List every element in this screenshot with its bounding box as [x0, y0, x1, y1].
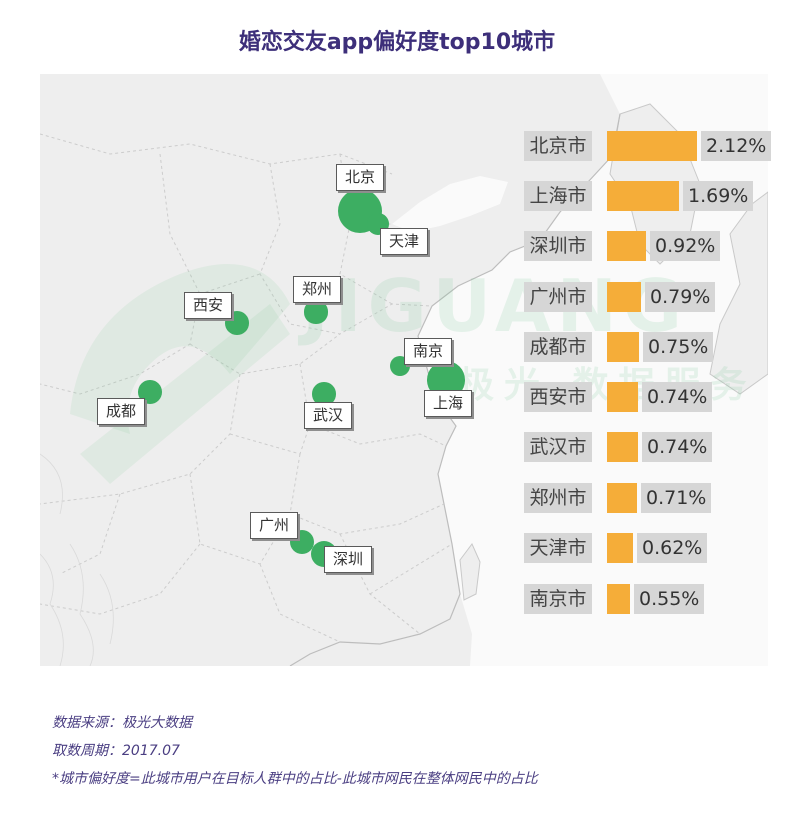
city-label-shanghai: 上海	[424, 390, 473, 417]
city-label-nanjing: 南京	[404, 338, 453, 365]
chart-title: 婚恋交友app偏好度top10城市	[238, 30, 556, 55]
data-source-note: 数据来源：极光大数据	[52, 715, 192, 731]
bar	[607, 282, 641, 312]
bohai-sea	[392, 176, 508, 232]
definition-note: *城市偏好度=此城市用户在目标人群中的占比-此城市网民在整体网民中的占比	[52, 771, 538, 787]
watermark-logo	[70, 264, 290, 484]
bar-value-label: 0.79%	[645, 282, 716, 312]
province-borders	[40, 133, 453, 643]
bar	[607, 181, 679, 211]
bar	[607, 131, 697, 161]
data-period-note: 取数周期：2017.07	[52, 743, 180, 759]
city-label-shenzhen: 深圳	[324, 546, 373, 573]
terrain-texture	[40, 453, 114, 666]
bar-category-label: 郑州市	[524, 483, 592, 513]
watermark-arrow	[80, 304, 290, 484]
taiwan-island	[459, 543, 481, 601]
map-marker	[138, 380, 162, 404]
bar	[607, 382, 638, 412]
map-marker	[304, 300, 328, 324]
city-label-xian: 西安	[184, 292, 233, 319]
china-map: JIGUANG 极光 数据服务 北京 天津 郑州 西安 南京 上海 成都 武汉 …	[40, 74, 768, 666]
bar-category-label: 深圳市	[524, 231, 592, 261]
bar-category-label: 广州市	[524, 282, 592, 312]
bar-category-label: 北京市	[524, 131, 592, 161]
bar	[607, 332, 639, 362]
city-label-tianjin: 天津	[380, 228, 429, 255]
bar-value-label: 0.71%	[641, 483, 712, 513]
bar-category-label: 天津市	[524, 533, 592, 563]
bar	[607, 584, 630, 614]
bar	[607, 483, 637, 513]
city-label-beijing: 北京	[336, 164, 385, 191]
bar-value-label: 0.74%	[642, 382, 713, 412]
city-label-wuhan: 武汉	[304, 402, 353, 429]
bar	[607, 533, 633, 563]
bar	[607, 432, 638, 462]
bar-category-label: 南京市	[524, 584, 592, 614]
bar-value-label: 0.75%	[643, 332, 714, 362]
city-label-chengdu: 成都	[97, 398, 146, 425]
bar-value-label: 2.12%	[701, 131, 772, 161]
bar	[607, 231, 646, 261]
city-label-zhengzhou: 郑州	[293, 276, 342, 303]
bar-value-label: 1.69%	[683, 181, 754, 211]
bar-category-label: 武汉市	[524, 432, 592, 462]
city-label-guangzhou: 广州	[250, 512, 299, 539]
japan-islands	[709, 191, 768, 395]
bar-value-label: 0.92%	[650, 231, 721, 261]
bar-category-label: 上海市	[524, 181, 592, 211]
map-marker	[312, 382, 336, 406]
watermark-swoosh	[70, 264, 290, 434]
bar-value-label: 0.62%	[637, 533, 708, 563]
bar-category-label: 成都市	[524, 332, 592, 362]
bar-category-label: 西安市	[524, 382, 592, 412]
bar-value-label: 0.55%	[634, 584, 705, 614]
bar-value-label: 0.74%	[642, 432, 713, 462]
